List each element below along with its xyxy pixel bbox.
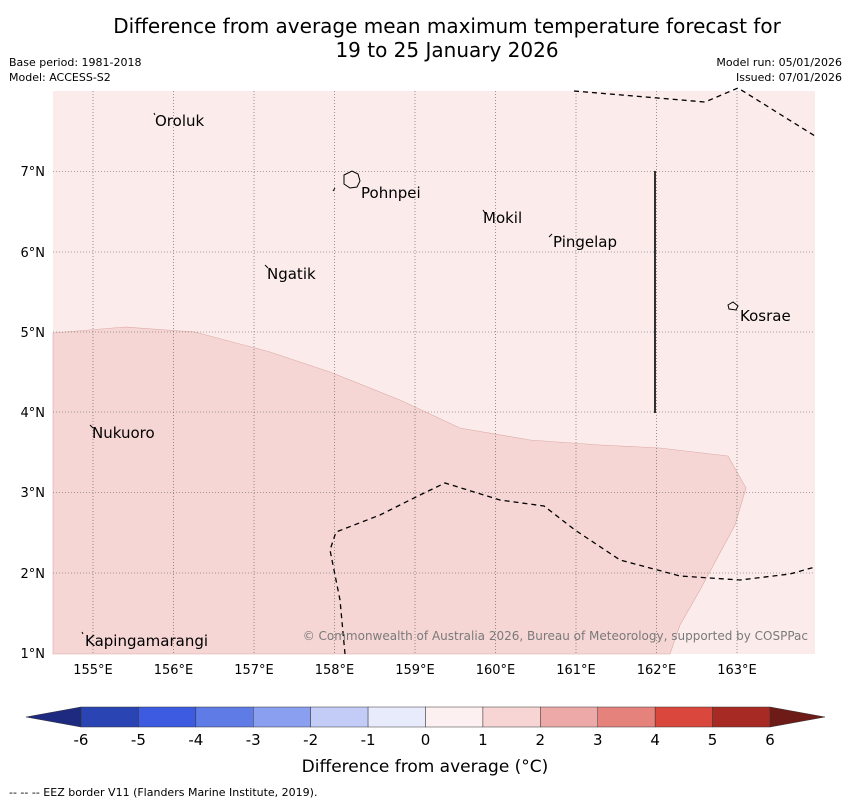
place-label: Kapingamarangi xyxy=(85,632,208,650)
colorbar-segment xyxy=(425,706,484,728)
place-label: Ngatik xyxy=(267,265,316,283)
issued-date: Issued: 07/01/2026 xyxy=(735,71,842,84)
colorbar-segment xyxy=(540,706,598,728)
meta-left: Base period: 1981-2018 Model: ACCESS-S2 xyxy=(9,55,141,85)
lat-label: 1°N xyxy=(21,647,46,662)
place-label: Pohnpei xyxy=(361,184,421,202)
lat-label: 7°N xyxy=(21,165,46,180)
colorbar-tick: 3 xyxy=(592,731,603,749)
latitude-labels: 7°N 6°N 5°N 4°N 3°N 2°N 1°N xyxy=(21,165,46,662)
lat-label: 3°N xyxy=(21,486,46,501)
place-label: Nukuoro xyxy=(92,424,155,442)
anomaly-band-1-2 xyxy=(52,326,747,655)
lat-label: 2°N xyxy=(21,567,46,582)
colorbar-tick: -6 xyxy=(73,731,89,749)
pohnpei-island-shape xyxy=(343,170,361,189)
kosrae-island-shape xyxy=(727,301,739,311)
lon-label: 157°E xyxy=(234,663,274,678)
colorbar-segment xyxy=(482,706,541,728)
lon-label: 155°E xyxy=(73,663,113,678)
colorbar-segment xyxy=(367,706,426,728)
colorbar-tick: 1 xyxy=(478,731,488,749)
colorbar-extend-high xyxy=(769,706,826,728)
map-title: Difference from average mean maximum tem… xyxy=(0,14,850,62)
colorbar-tick: 5 xyxy=(707,731,718,749)
lon-label: 156°E xyxy=(154,663,194,678)
colorbar xyxy=(25,706,826,728)
title-line-1: Difference from average mean maximum tem… xyxy=(113,14,781,38)
lat-label: 5°N xyxy=(21,326,46,341)
lon-label: 163°E xyxy=(717,663,757,678)
colorbar-segment xyxy=(195,706,254,728)
model-name: Model: ACCESS-S2 xyxy=(9,71,111,84)
colorbar-segment xyxy=(654,706,713,728)
model-run: Model run: 05/01/2026 xyxy=(716,56,842,69)
colorbar-tick: 4 xyxy=(650,731,660,749)
lat-label: 4°N xyxy=(21,406,46,421)
colorbar-segment xyxy=(597,706,656,728)
colorbar-tick: 6 xyxy=(765,731,775,749)
colorbar-tick: -3 xyxy=(245,731,261,749)
place-label: Kosrae xyxy=(740,307,791,325)
island-outlines xyxy=(81,112,739,635)
colorbar-tick: -4 xyxy=(188,731,204,749)
colorbar-segment xyxy=(253,706,311,728)
colorbar-segment xyxy=(80,706,139,728)
lat-label: 6°N xyxy=(21,246,46,261)
lon-label: 159°E xyxy=(395,663,435,678)
colorbar-tick: -5 xyxy=(130,731,146,749)
colorbar-tick: -2 xyxy=(303,731,319,749)
colorbar-tick: 0 xyxy=(420,731,431,749)
graticule xyxy=(53,91,815,654)
colorbar-tick: 2 xyxy=(535,731,546,749)
base-period: Base period: 1981-2018 xyxy=(9,56,142,69)
colorbar-segment xyxy=(712,706,771,728)
lon-label: 161°E xyxy=(556,663,596,678)
eez-footnote: -- -- -- EEZ border V11 (Flanders Marine… xyxy=(9,786,318,799)
meta-right: Model run: 05/01/2026 Issued: 07/01/2026 xyxy=(716,55,842,85)
lon-label: 160°E xyxy=(476,663,516,678)
copyright-notice: © Commonwealth of Australia 2026, Bureau… xyxy=(303,629,808,643)
title-line-2: 19 to 25 January 2026 xyxy=(335,38,559,62)
place-label: Mokil xyxy=(483,209,522,227)
colorbar-tick: -1 xyxy=(360,731,376,749)
lon-label: 158°E xyxy=(315,663,355,678)
colorbar-segment xyxy=(138,706,197,728)
lon-label: 162°E xyxy=(637,663,677,678)
place-label: Oroluk xyxy=(155,112,204,130)
longitude-labels: 155°E 156°E 157°E 158°E 159°E 160°E 161°… xyxy=(73,663,757,678)
colorbar-title: Difference from average (°C) xyxy=(301,757,549,777)
place-labels: Oroluk Pohnpei Mokil Pingelap Ngatik Kos… xyxy=(85,112,791,650)
eez-borders xyxy=(329,87,816,655)
place-label: Pingelap xyxy=(553,233,617,251)
colorbar-extend-low xyxy=(25,706,82,728)
colorbar-segment xyxy=(310,706,369,728)
